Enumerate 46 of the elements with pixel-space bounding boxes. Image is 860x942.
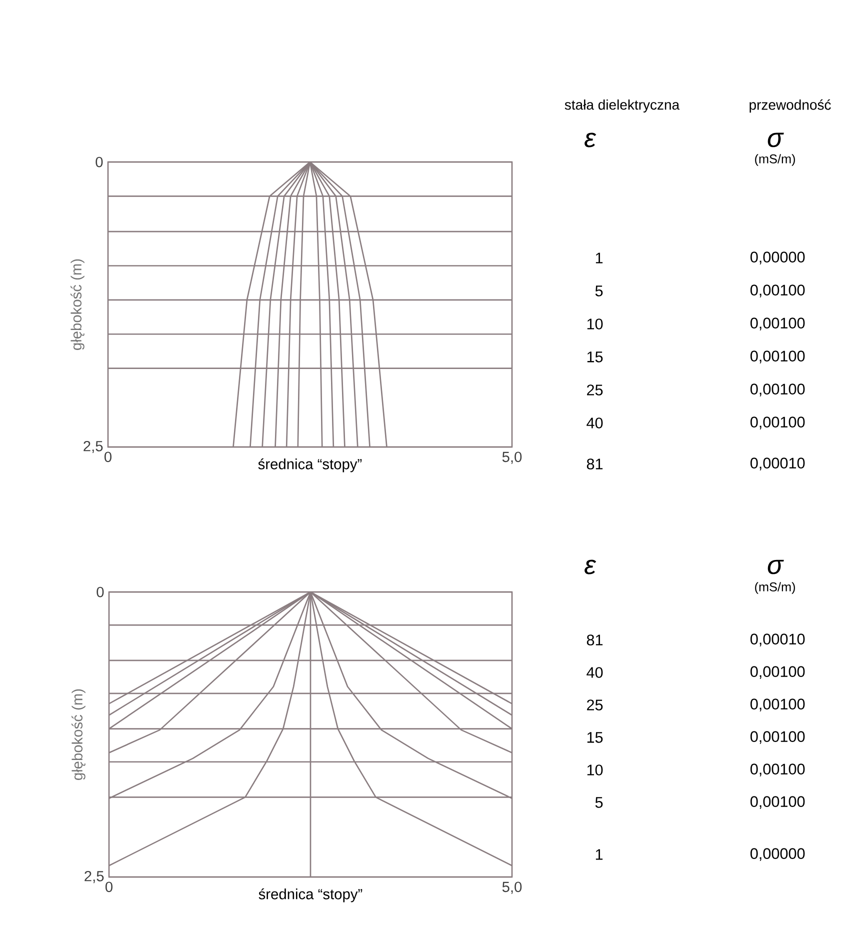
text: 10	[587, 764, 603, 776]
text: 5	[595, 286, 603, 296]
text: (mS/m)	[755, 582, 795, 594]
text: 0,00000	[750, 252, 805, 264]
y-axis-title: głębokość (m)	[70, 259, 84, 350]
text: 0,00010	[750, 458, 805, 470]
x-tick-label: 5,0	[502, 452, 522, 464]
text: 15	[587, 732, 603, 743]
x-axis-title: średnica “stopy”	[258, 888, 362, 902]
text: (mS/m)	[755, 154, 795, 166]
text: 0,00000	[750, 848, 805, 861]
text: 10	[587, 318, 603, 330]
text: przewodność	[750, 99, 831, 113]
text: 0,00100	[750, 764, 805, 776]
text: 0,00010	[750, 634, 805, 646]
text: 40	[586, 667, 603, 678]
text: 0,00100	[750, 666, 805, 679]
text: 0,00100	[750, 284, 805, 298]
text: 0,00100	[750, 698, 805, 712]
text: 0,00100	[750, 318, 805, 330]
text: σ	[768, 132, 784, 148]
text: 0,00100	[750, 796, 805, 809]
text: 25	[587, 700, 603, 710]
x-axis-title: średnica “stopy”	[258, 458, 362, 472]
text: 40	[586, 418, 603, 428]
y-tick-label: 2,5	[84, 440, 103, 454]
text: 81	[586, 458, 603, 470]
y-axis-title: głębokość (m)	[72, 689, 86, 780]
text: ε	[584, 132, 596, 148]
y-tick-label: 0	[96, 156, 103, 168]
text: stała dielektryczna	[564, 99, 680, 113]
text: 1	[596, 849, 603, 860]
text: σ	[768, 560, 784, 574]
text: 0,00100	[750, 731, 805, 744]
text: ε	[584, 560, 596, 574]
y-tick-label: 0	[96, 586, 104, 598]
text: 5	[595, 797, 603, 808]
text: 81	[586, 634, 603, 646]
text: 1	[596, 252, 603, 264]
text: 0,00100	[750, 350, 805, 364]
text: 25	[587, 384, 603, 396]
text: 0,00100	[750, 384, 805, 396]
text: 0,00100	[750, 416, 805, 430]
y-tick-label: 2,5	[84, 870, 104, 884]
text: 15	[587, 352, 603, 362]
x-tick-label: 5,0	[502, 882, 522, 894]
